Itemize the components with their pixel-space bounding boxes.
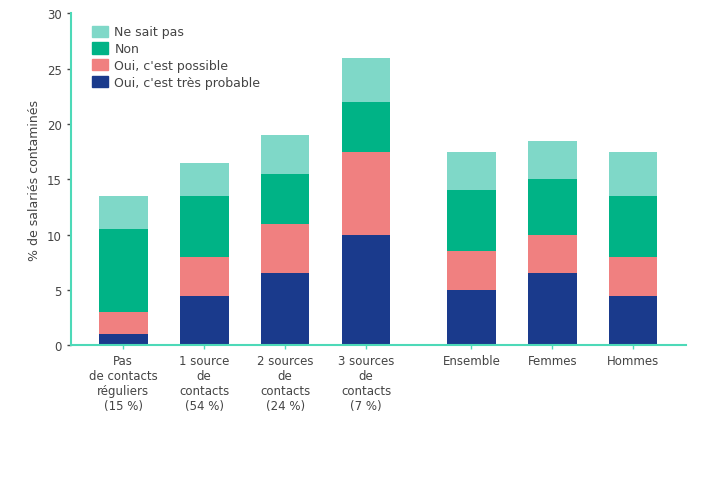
Bar (341, 153, 390, 235)
Bar (99, 312, 148, 335)
Bar (341, 235, 390, 346)
Bar (180, 197, 228, 257)
Bar (99, 229, 148, 312)
Bar (261, 174, 310, 224)
Bar (261, 224, 310, 274)
Bar (341, 59, 390, 103)
Bar (261, 136, 310, 175)
Bar (261, 274, 310, 346)
Bar (609, 296, 658, 346)
Bar (180, 257, 228, 296)
Y-axis label: % de salariés contaminés: % de salariés contaminés (28, 100, 41, 260)
Bar (447, 252, 496, 290)
Bar (609, 153, 658, 197)
Bar (609, 257, 658, 296)
Bar (528, 141, 576, 180)
Bar (99, 197, 148, 229)
Bar (609, 197, 658, 257)
Bar (341, 103, 390, 153)
Legend: Ne sait pas, Non, Oui, c'est possible, Oui, c'est très probable: Ne sait pas, Non, Oui, c'est possible, O… (89, 24, 263, 92)
Bar (99, 335, 148, 346)
Bar (447, 153, 496, 191)
Bar (180, 296, 228, 346)
Bar (528, 235, 576, 274)
Bar (180, 164, 228, 197)
Bar (447, 290, 496, 346)
Bar (447, 191, 496, 252)
Bar (528, 274, 576, 346)
Bar (528, 180, 576, 235)
